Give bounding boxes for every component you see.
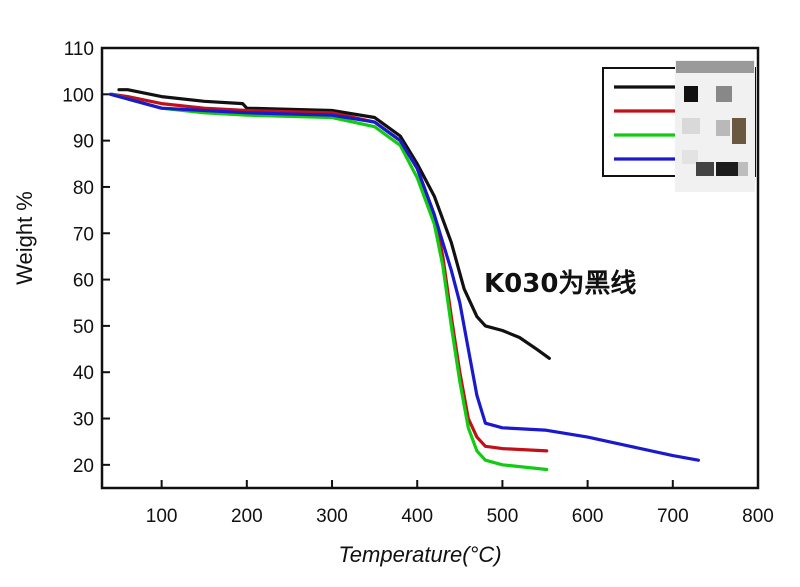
y-axis-title: Weight % xyxy=(12,191,37,285)
y-tick-label: 60 xyxy=(73,271,94,292)
series-line-1 xyxy=(117,88,551,360)
y-tick-label: 100 xyxy=(62,85,94,106)
series-line-3 xyxy=(110,92,549,472)
y-tick-label: 50 xyxy=(73,317,94,338)
x-tick-label: 700 xyxy=(657,506,689,527)
x-tick-label: 500 xyxy=(487,506,519,527)
legend xyxy=(602,60,756,192)
y-tick-label: 110 xyxy=(64,39,94,60)
chart-annotation: K030为黑线 xyxy=(484,269,636,299)
y-tick-label: 40 xyxy=(73,363,94,384)
x-tick-label: 300 xyxy=(316,506,348,527)
plot-frame xyxy=(100,46,760,490)
y-tick-label: 90 xyxy=(73,132,94,153)
y-tick-label: 30 xyxy=(73,410,94,431)
x-tick-label: 800 xyxy=(742,506,774,527)
y-tick-label: 20 xyxy=(73,456,94,477)
legend-lines xyxy=(614,85,678,161)
series-line-2 xyxy=(110,92,549,453)
y-tick-label: 80 xyxy=(73,178,94,199)
legend-pixelated-mask xyxy=(675,60,755,192)
series-line-4 xyxy=(108,92,701,462)
x-tick-label: 400 xyxy=(401,506,433,527)
series-layer xyxy=(108,88,701,472)
axis-ticks: 100 200 300 400 500 600 700 800 20 30 40 50 60 70 80 90… xyxy=(62,39,774,527)
y-tick-label: 70 xyxy=(73,224,94,245)
x-tick-label: 200 xyxy=(231,506,263,527)
x-tick-label: 600 xyxy=(572,506,604,527)
x-axis-title: Temperature(°C) xyxy=(338,542,501,567)
x-tick-label: 100 xyxy=(146,506,178,527)
